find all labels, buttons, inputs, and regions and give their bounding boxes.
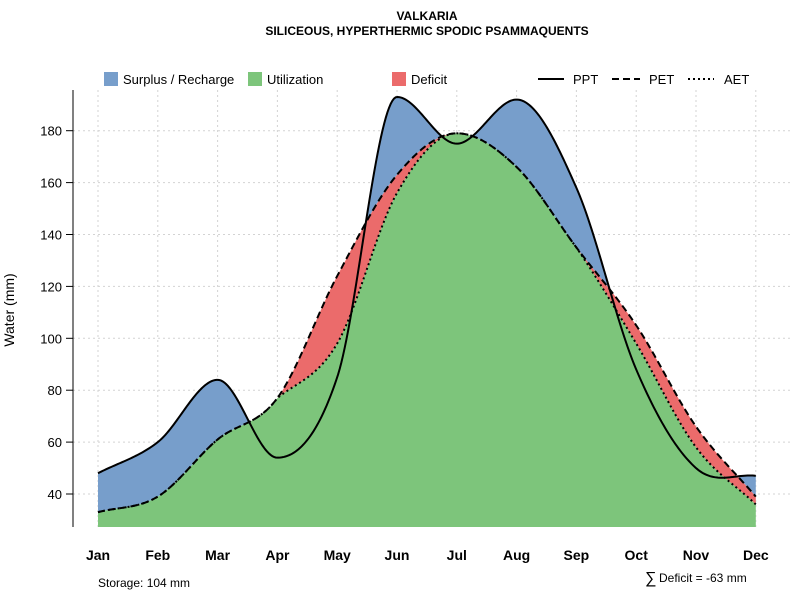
y-axis-label: Water (mm) bbox=[1, 273, 17, 346]
month-label-apr: Apr bbox=[265, 547, 290, 563]
month-label-aug: Aug bbox=[503, 547, 530, 563]
y-axis-ticks: 40 60 80 100 120 140 160 180 bbox=[40, 124, 73, 502]
month-label-jan: Jan bbox=[86, 547, 110, 563]
series-lines bbox=[97, 95, 757, 514]
x-axis-labels: Jan Feb Mar Apr May Jun Jul Aug Sep Oct Nov Dec bbox=[86, 547, 769, 563]
deficit-annotation: Deficit = -63 mm bbox=[659, 571, 747, 585]
month-label-oct: Oct bbox=[625, 547, 649, 563]
month-label-may: May bbox=[324, 547, 351, 563]
legend-surplus-label: Surplus / Recharge bbox=[123, 72, 234, 87]
y-tick-label: 160 bbox=[40, 176, 62, 191]
month-label-nov: Nov bbox=[683, 547, 710, 563]
legend-utilization-swatch bbox=[248, 72, 262, 86]
storage-annotation: Storage: 104 mm bbox=[98, 576, 190, 590]
y-tick-label: 140 bbox=[40, 228, 62, 243]
ppt-line bbox=[97, 95, 756, 479]
legend-utilization-label: Utilization bbox=[267, 72, 323, 87]
y-tick-label: 40 bbox=[48, 487, 62, 502]
y-tick-label: 180 bbox=[40, 124, 62, 139]
sum-symbol: ∑ bbox=[645, 570, 656, 587]
utilization-area bbox=[98, 133, 756, 528]
legend-deficit-swatch bbox=[392, 72, 406, 86]
month-label-dec: Dec bbox=[743, 547, 769, 563]
month-label-feb: Feb bbox=[145, 547, 170, 563]
month-label-jun: Jun bbox=[385, 547, 410, 563]
chart-subtitle: SILICEOUS, HYPERTHERMIC SPODIC PSAMMAQUE… bbox=[265, 24, 588, 38]
month-label-jul: Jul bbox=[447, 547, 467, 563]
legend-pet-label: PET bbox=[649, 72, 674, 87]
month-label-sep: Sep bbox=[564, 547, 590, 563]
surplus-area bbox=[98, 96, 756, 513]
legend-aet-label: AET bbox=[724, 72, 749, 87]
y-tick-label: 120 bbox=[40, 279, 62, 294]
legend-deficit-label: Deficit bbox=[411, 72, 448, 87]
legend-surplus-swatch bbox=[104, 72, 118, 86]
y-tick-label: 100 bbox=[40, 331, 62, 346]
legend-ppt-label: PPT bbox=[573, 72, 598, 87]
aet-line bbox=[97, 132, 757, 514]
y-tick-label: 80 bbox=[48, 383, 62, 398]
y-tick-label: 60 bbox=[48, 435, 62, 450]
month-label-mar: Mar bbox=[205, 547, 230, 563]
area-fills bbox=[98, 96, 756, 528]
legend: Surplus / Recharge Utilization Deficit P… bbox=[104, 72, 749, 87]
chart-title: VALKARIA bbox=[396, 9, 457, 23]
